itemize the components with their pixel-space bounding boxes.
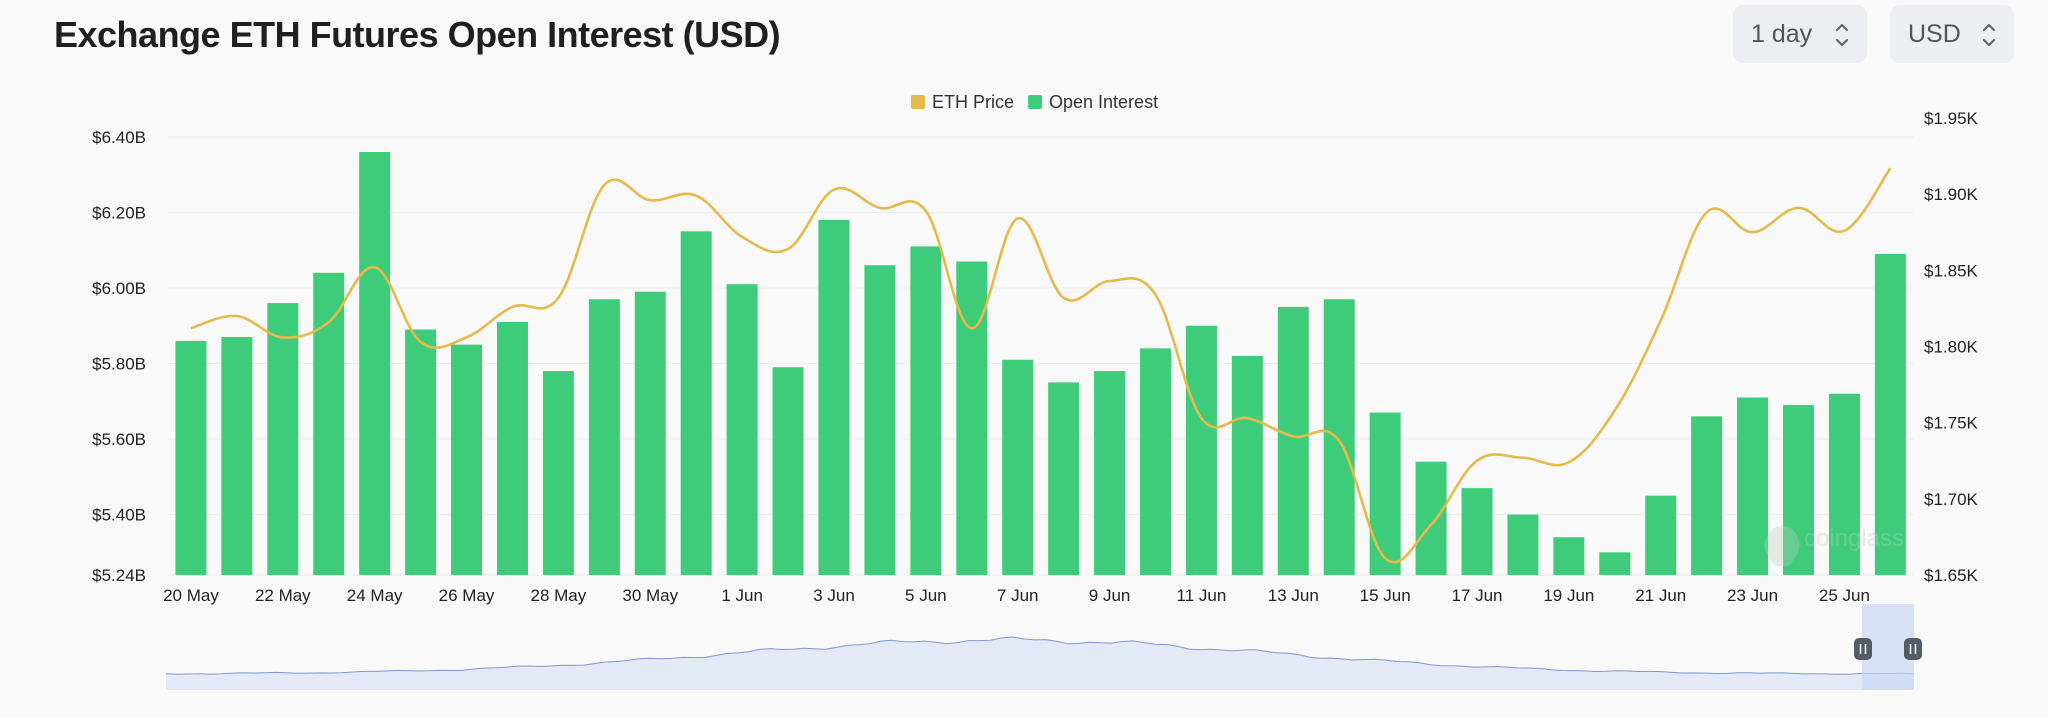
page-title: Exchange ETH Futures Open Interest (USD) xyxy=(54,14,781,55)
y-left-tick-label: $6.00B xyxy=(92,279,146,298)
open-interest-bar xyxy=(1094,371,1126,575)
x-tick-label: 19 Jun xyxy=(1543,586,1594,605)
x-tick-label: 3 Jun xyxy=(813,586,855,605)
legend-swatch-open-interest xyxy=(1028,95,1042,109)
open-interest-bar xyxy=(1599,552,1631,575)
y-axis-left: $5.24B $5.40B $5.60B $5.80B $6.00B $6.20B $6.4… xyxy=(92,128,146,585)
x-axis: 20 May 22 May 24 May 26 May 28 May 30 May 1 Ju… xyxy=(163,586,1870,605)
x-tick-label: 24 May xyxy=(347,586,403,605)
open-interest-bar xyxy=(542,371,574,575)
y-right-tick-label: $1.90K xyxy=(1924,185,1979,204)
navigator-line xyxy=(165,636,1915,675)
y-right-tick-label: $1.65K xyxy=(1924,566,1979,585)
x-tick-label: 13 Jun xyxy=(1268,586,1319,605)
interval-select-value: 1 day xyxy=(1751,19,1813,48)
coinglass-watermark: coinglass xyxy=(1764,525,1904,566)
open-interest-bar xyxy=(1461,488,1493,575)
open-interest-bar xyxy=(1002,359,1034,575)
open-interest-bar xyxy=(313,272,345,575)
unit-select-value: USD xyxy=(1908,19,1961,48)
open-interest-bar xyxy=(175,340,207,575)
x-tick-label: 15 Jun xyxy=(1360,586,1411,605)
chevron-up-down-icon xyxy=(1835,23,1849,47)
open-interest-bar xyxy=(1048,382,1080,575)
open-interest-bar xyxy=(1415,461,1447,575)
legend-label-eth-price[interactable]: ETH Price xyxy=(932,92,1014,112)
open-interest-bar xyxy=(1691,416,1723,575)
open-interest-bar xyxy=(910,246,942,576)
y-axis-right: $1.65K $1.70K $1.75K $1.80K $1.85K $1.90K $1.9… xyxy=(1924,109,1979,585)
eth-price-line xyxy=(190,167,1892,564)
x-tick-label: 1 Jun xyxy=(721,586,763,605)
open-interest-bar xyxy=(1231,355,1263,575)
x-tick-label: 21 Jun xyxy=(1635,586,1686,605)
y-left-tick-label: $5.60B xyxy=(92,430,146,449)
open-interest-bar xyxy=(772,367,804,575)
open-interest-bar xyxy=(1737,397,1769,575)
y-right-tick-label: $1.75K xyxy=(1924,414,1979,433)
x-tick-label: 17 Jun xyxy=(1451,586,1502,605)
open-interest-bar xyxy=(634,291,666,575)
unit-select[interactable]: USD xyxy=(1890,5,2014,63)
x-tick-label: 11 Jun xyxy=(1177,586,1227,605)
open-interest-bar xyxy=(818,219,850,575)
watermark-text: coinglass xyxy=(1804,525,1904,552)
open-interest-bar xyxy=(1783,405,1815,575)
open-interest-bar xyxy=(956,261,988,575)
open-interest-bar xyxy=(359,151,391,575)
range-navigator[interactable] xyxy=(165,604,1922,690)
open-interest-bar xyxy=(1645,495,1677,575)
y-left-tick-label: $5.80B xyxy=(92,354,146,373)
x-tick-label: 9 Jun xyxy=(1089,586,1131,605)
x-tick-label: 5 Jun xyxy=(905,586,947,605)
open-interest-bar xyxy=(267,303,299,575)
y-right-tick-label: $1.95K xyxy=(1924,109,1979,128)
navigator-area xyxy=(166,637,1914,690)
y-left-tick-label: $6.40B xyxy=(92,128,146,147)
open-interest-bar xyxy=(1828,393,1860,575)
x-tick-label: 28 May xyxy=(531,586,587,605)
open-interest-bar xyxy=(726,284,758,575)
interval-select[interactable]: 1 day xyxy=(1733,5,1867,63)
x-tick-label: 26 May xyxy=(439,586,495,605)
x-tick-label: 20 May xyxy=(163,586,219,605)
open-interest-bar xyxy=(1874,253,1906,575)
open-interest-bar xyxy=(1323,299,1355,575)
navigator-handle-left[interactable] xyxy=(1854,638,1872,660)
x-tick-label: 23 Jun xyxy=(1727,586,1778,605)
x-tick-label: 30 May xyxy=(622,586,678,605)
coinglass-logo-icon xyxy=(1764,526,1800,566)
open-interest-bar xyxy=(1369,412,1401,575)
open-interest-bars xyxy=(175,151,1906,576)
x-tick-label: 22 May xyxy=(255,586,311,605)
y-right-tick-label: $1.80K xyxy=(1924,338,1979,357)
legend-label-open-interest[interactable]: Open Interest xyxy=(1049,92,1158,112)
open-interest-bar xyxy=(451,344,483,575)
open-interest-bar xyxy=(221,337,253,575)
open-interest-bar xyxy=(1507,514,1539,575)
open-interest-bar xyxy=(405,329,437,575)
open-interest-bar xyxy=(588,299,620,575)
open-interest-bar xyxy=(864,265,896,575)
chart-legend[interactable]: ETH Price Open Interest xyxy=(911,92,1158,112)
y-left-tick-label: $6.20B xyxy=(92,203,146,222)
legend-swatch-eth-price xyxy=(911,95,925,109)
x-tick-label: 25 Jun xyxy=(1819,586,1870,605)
navigator-handle-right[interactable] xyxy=(1904,638,1922,660)
y-left-tick-label: $5.40B xyxy=(92,506,146,525)
x-tick-label: 7 Jun xyxy=(997,586,1039,605)
open-interest-bar xyxy=(1185,325,1217,575)
open-interest-bar xyxy=(680,231,712,575)
y-left-tick-label: $5.24B xyxy=(92,566,146,585)
open-interest-bar xyxy=(496,321,528,575)
y-right-tick-label: $1.70K xyxy=(1924,490,1979,509)
chevron-up-down-icon xyxy=(1982,23,1996,47)
open-interest-bar xyxy=(1277,306,1309,575)
y-right-tick-label: $1.85K xyxy=(1924,261,1979,280)
open-interest-bar xyxy=(1553,537,1585,575)
open-interest-bar xyxy=(1139,348,1171,575)
